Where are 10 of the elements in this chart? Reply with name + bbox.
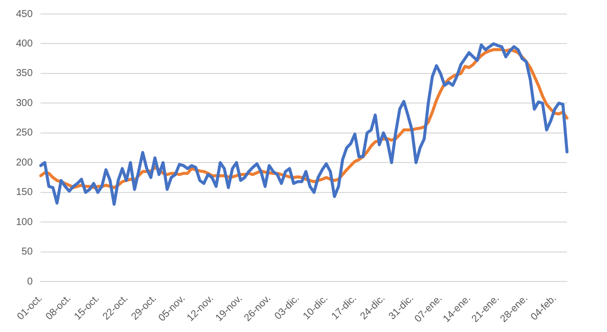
y-tick-label: 150 [16,187,34,198]
y-tick-label: 450 [16,8,34,20]
y-tick-label: 400 [16,38,34,50]
y-tick-label: 200 [16,157,34,168]
y-tick-label: 250 [16,128,34,139]
y-tick-label: 50 [22,246,34,258]
y-tick-label: 350 [16,68,34,80]
y-tick-label: 0 [27,276,34,288]
y-tick-label: 100 [16,216,34,228]
y-tick-label: 300 [16,98,34,109]
